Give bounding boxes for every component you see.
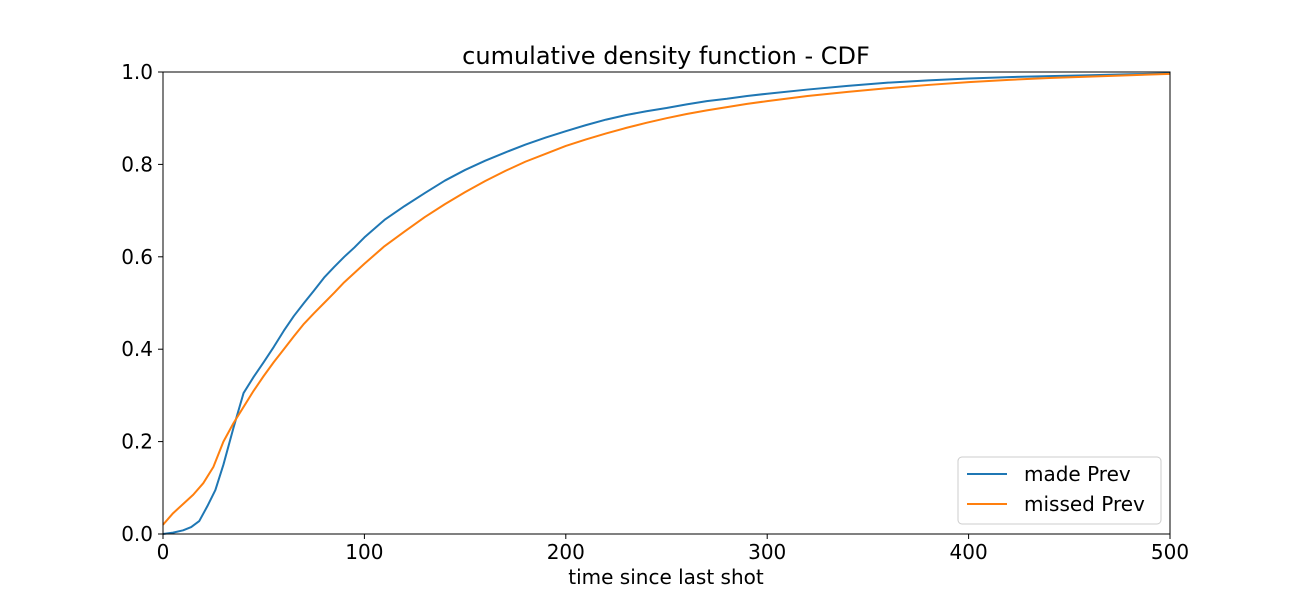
series-layer: [162, 72, 1171, 535]
y-tick-label: 0.6: [121, 245, 153, 269]
x-tick-label: 0: [157, 540, 170, 564]
series-line-made-prev: [162, 72, 1171, 535]
x-tick-label: 100: [345, 540, 383, 564]
y-tick-label: 0.8: [121, 152, 153, 176]
chart-title: cumulative density function - CDF: [462, 42, 870, 70]
x-axis-label: time since last shot: [568, 565, 764, 589]
legend-label-made-prev: made Prev: [1024, 462, 1131, 486]
plot-border: [162, 71, 1171, 535]
plot-area: [162, 71, 1171, 535]
y-tick-label: 0.4: [121, 337, 153, 361]
x-tick-label: 500: [1151, 540, 1189, 564]
legend-label-missed-prev: missed Prev: [1024, 492, 1145, 516]
x-tick-label: 400: [950, 540, 988, 564]
x-tick-label: 200: [547, 540, 585, 564]
x-axis: 0 100 200 300 400 500: [157, 534, 1189, 564]
y-tick-label: 0.0: [121, 522, 153, 546]
y-tick-label: 1.0: [121, 60, 153, 84]
series-line-missed-prev: [162, 72, 1171, 526]
x-tick-label: 300: [748, 540, 786, 564]
legend-box: [957, 456, 1162, 525]
y-tick-label: 0.2: [121, 430, 153, 454]
y-axis: 0.0 0.2 0.4 0.6 0.8 1.0: [121, 60, 163, 546]
legend: made Prev missed Prev: [957, 456, 1162, 525]
